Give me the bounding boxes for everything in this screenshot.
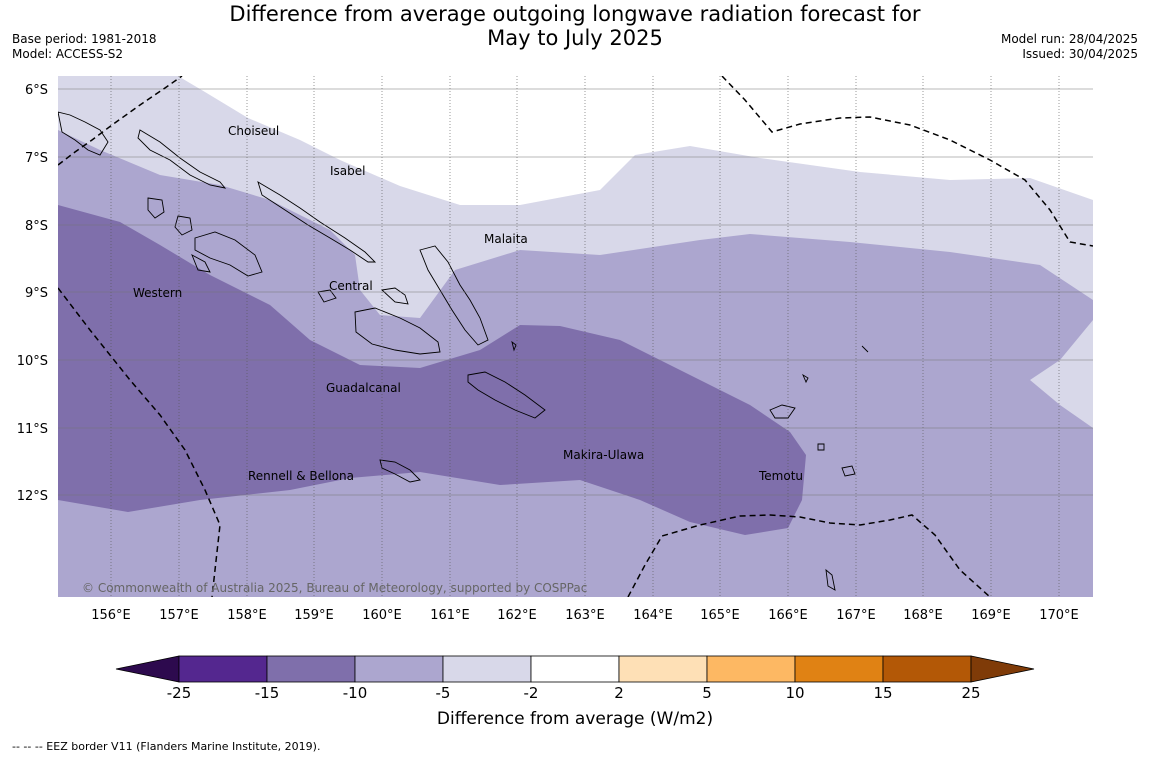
lon-label-163e: 163°E xyxy=(565,608,605,623)
island-choiseul xyxy=(137,129,227,189)
island-makira xyxy=(467,371,546,419)
colorbar-tick-labels: -25 -15 -10 -5 -2 2 5 10 15 25 xyxy=(0,684,1150,704)
lon-label-156e: 156°E xyxy=(91,608,131,623)
label-rennell-bellona: Rennell & Bellona xyxy=(248,469,354,483)
lat-label-6s: 6°S xyxy=(25,83,48,98)
lon-label-169e: 169°E xyxy=(971,608,1011,623)
title-line-2: May to July 2025 xyxy=(487,26,663,50)
island-vanikoro xyxy=(841,465,856,477)
run-info: Model run: 28/04/2025 Issued: 30/04/2025 xyxy=(1001,32,1138,62)
latitude-lines xyxy=(58,88,1093,496)
cb-tick-1: -15 xyxy=(254,684,280,702)
lon-label-159e: 159°E xyxy=(294,608,334,623)
island-rennell xyxy=(379,459,421,483)
lon-label-164e: 164°E xyxy=(633,608,673,623)
island-savo xyxy=(381,287,409,305)
lon-label-158e: 158°E xyxy=(227,608,267,623)
province-labels: Choiseul Isabel Malaita Western Central … xyxy=(133,124,803,483)
eez-border-northwest xyxy=(58,76,183,166)
cb-tick-6: 5 xyxy=(702,684,712,702)
island-malaita xyxy=(419,245,489,346)
island-guadalcanal xyxy=(354,307,441,355)
island-reef-islands xyxy=(861,345,869,353)
colorbar xyxy=(115,655,1035,683)
colorbar-segment-8 xyxy=(794,655,884,683)
colorbar-segment-9 xyxy=(882,655,972,683)
island-rendova xyxy=(191,254,211,273)
island-new-georgia xyxy=(194,231,263,277)
lat-label-12s: 12°S xyxy=(17,489,48,504)
label-makira-ulawa: Makira-Ulawa xyxy=(563,448,644,462)
base-period: Base period: 1981-2018 xyxy=(12,32,157,46)
lat-label-8s: 8°S xyxy=(25,219,48,234)
cb-tick-9: 25 xyxy=(961,684,981,702)
colorbar-segment-2 xyxy=(266,655,356,683)
island-utupua xyxy=(817,443,825,451)
island-ulawa xyxy=(511,340,517,352)
island-duff xyxy=(802,373,809,384)
lat-label-9s: 9°S xyxy=(25,286,48,301)
lat-label-11s: 11°S xyxy=(17,422,48,437)
lat-label-10s: 10°S xyxy=(17,354,48,369)
island-vella-lavella xyxy=(147,197,165,219)
cb-tick-0: -25 xyxy=(166,684,192,702)
cb-tick-2: -10 xyxy=(342,684,368,702)
island-tikopia xyxy=(825,568,836,591)
anomaly-band-dark xyxy=(58,205,806,535)
map-title: Difference from average outgoing longwav… xyxy=(180,2,970,50)
eez-footnote: -- -- -- EEZ border V11 (Flanders Marine… xyxy=(12,740,321,753)
label-isabel: Isabel xyxy=(330,164,365,178)
cb-tick-7: 10 xyxy=(785,684,805,702)
colorbar-segment-5 xyxy=(530,655,620,683)
lat-label-7s: 7°S xyxy=(25,151,48,166)
cb-tick-3: -5 xyxy=(435,684,451,702)
title-line-1: Difference from average outgoing longwav… xyxy=(229,2,921,26)
label-central: Central xyxy=(329,279,373,293)
lon-label-157e: 157°E xyxy=(159,608,199,623)
lon-label-161e: 161°E xyxy=(430,608,470,623)
cb-tick-5: 2 xyxy=(614,684,624,702)
eez-borders xyxy=(58,76,1093,597)
lon-label-166e: 166°E xyxy=(768,608,808,623)
colorbar-segment-7 xyxy=(706,655,796,683)
copyright-notice: © Commonwealth of Australia 2025, Bureau… xyxy=(82,581,587,595)
lon-label-160e: 160°E xyxy=(362,608,402,623)
label-malaita: Malaita xyxy=(484,232,528,246)
lon-label-162e: 162°E xyxy=(497,608,537,623)
eez-border-west xyxy=(58,287,221,597)
colorbar-segment-3 xyxy=(354,655,444,683)
eez-border-northeast xyxy=(721,76,1093,247)
latitude-labels: 6°S 7°S 8°S 9°S 10°S 11°S 12°S xyxy=(17,83,48,504)
island-bougainville xyxy=(58,111,109,156)
label-western: Western xyxy=(133,286,182,300)
eez-border-southeast xyxy=(627,514,991,597)
label-guadalcanal: Guadalcanal xyxy=(326,381,401,395)
lon-label-168e: 168°E xyxy=(903,608,943,623)
anomaly-band-neutral xyxy=(178,76,1093,205)
colorbar-segment-1 xyxy=(178,655,268,683)
colorbar-segment-4 xyxy=(442,655,532,683)
issued-date: Issued: 30/04/2025 xyxy=(1022,47,1138,61)
cb-tick-8: 15 xyxy=(873,684,893,702)
colorbar-extend-low xyxy=(115,655,180,683)
colorbar-title: Difference from average (W/m2) xyxy=(436,709,714,729)
lon-label-167e: 167°E xyxy=(836,608,876,623)
colorbar-segment-6 xyxy=(618,655,708,683)
cb-tick-4: -2 xyxy=(523,684,539,702)
lon-label-170e: 170°E xyxy=(1039,608,1079,623)
island-isabel xyxy=(257,181,377,263)
label-choiseul: Choiseul xyxy=(228,124,279,138)
colorbar-extend-high xyxy=(970,655,1035,683)
model-info: Base period: 1981-2018 Model: ACCESS-S2 xyxy=(12,32,157,62)
model-run-date: Model run: 28/04/2025 xyxy=(1000,32,1138,46)
map-plot-area: © Commonwealth of Australia 2025, Bureau… xyxy=(58,76,1093,597)
longitude-labels: 156°E 157°E 158°E 159°E 160°E 161°E 162°… xyxy=(91,608,1079,623)
label-temotu: Temotu xyxy=(758,469,803,483)
lon-label-165e: 165°E xyxy=(700,608,740,623)
island-santa-cruz xyxy=(769,404,796,419)
model-name: Model: ACCESS-S2 xyxy=(12,47,124,61)
island-nggela xyxy=(317,289,337,303)
